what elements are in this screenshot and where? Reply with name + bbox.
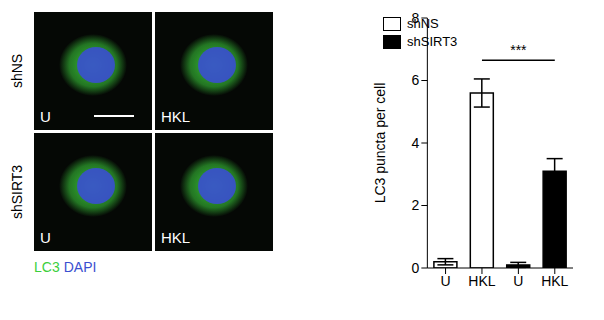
svg-text:LC3DAPI: LC3DAPI: [34, 259, 96, 275]
svg-text:6: 6: [412, 72, 420, 88]
svg-text:shNS: shNS: [9, 54, 25, 88]
svg-text:U: U: [40, 108, 51, 125]
svg-text:HKL: HKL: [541, 273, 568, 289]
svg-text:U: U: [440, 273, 450, 289]
svg-text:0: 0: [412, 260, 420, 276]
svg-text:2: 2: [412, 197, 420, 213]
svg-text:***: ***: [510, 42, 527, 58]
svg-text:LC3 puncta per cell: LC3 puncta per cell: [372, 83, 388, 204]
svg-text:8: 8: [412, 10, 420, 26]
svg-text:4: 4: [412, 135, 420, 151]
svg-text:shSIRT3: shSIRT3: [9, 165, 25, 219]
svg-text:HKL: HKL: [468, 273, 495, 289]
svg-text:U: U: [513, 273, 523, 289]
svg-text:HKL: HKL: [161, 229, 190, 246]
svg-text:U: U: [40, 229, 51, 246]
svg-text:HKL: HKL: [161, 108, 190, 125]
